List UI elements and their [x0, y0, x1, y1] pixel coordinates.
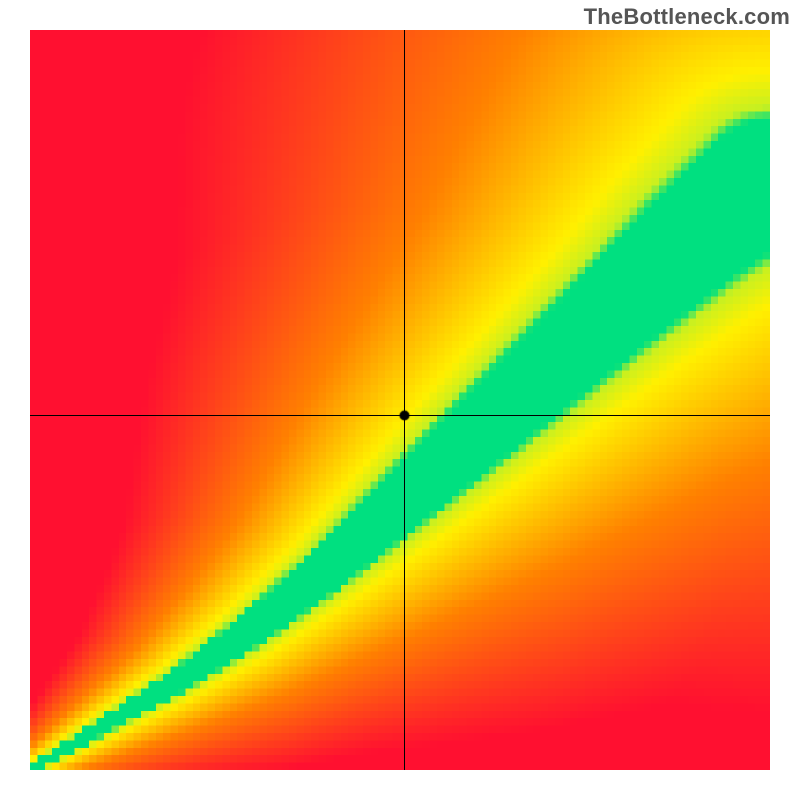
crosshair-vertical	[404, 30, 405, 770]
heatmap-chart	[30, 30, 770, 770]
crosshair-horizontal	[30, 415, 770, 416]
root: TheBottleneck.com	[0, 0, 800, 800]
heatmap-canvas	[30, 30, 770, 770]
attribution-label: TheBottleneck.com	[584, 4, 790, 30]
